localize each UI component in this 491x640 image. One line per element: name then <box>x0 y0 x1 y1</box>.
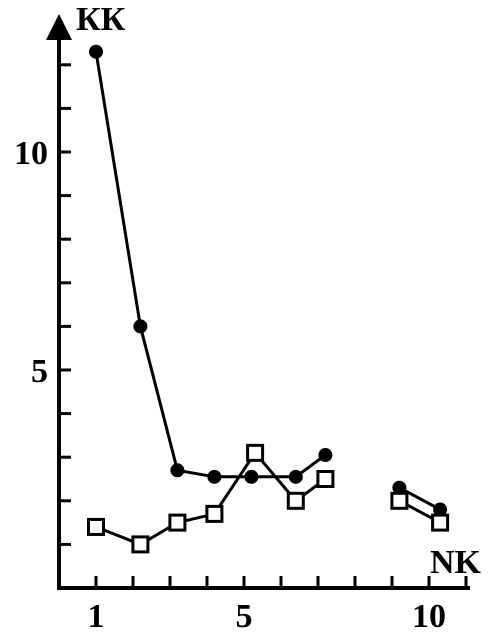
data-point <box>288 469 303 484</box>
data-point <box>89 44 103 59</box>
series-1-line <box>398 486 441 511</box>
x-tick-label: 1 <box>88 598 105 635</box>
y-axis-arrow <box>46 14 72 40</box>
data-point <box>168 513 187 532</box>
data-point <box>131 535 150 554</box>
data-point <box>246 443 265 462</box>
data-point <box>431 513 450 532</box>
x-axis-label: NK <box>430 544 482 581</box>
data-point <box>318 448 333 463</box>
data-point <box>133 319 148 334</box>
series-1 <box>89 44 448 517</box>
series-1-line <box>94 51 327 479</box>
data-point <box>244 469 259 484</box>
data-point <box>170 463 185 478</box>
x-tick-label: 5 <box>236 598 253 635</box>
data-point <box>207 469 222 484</box>
series-2 <box>87 443 450 554</box>
data-point <box>316 470 335 488</box>
axes <box>46 14 470 590</box>
data-point <box>286 491 305 510</box>
data-point <box>87 517 105 536</box>
x-tick-label: 10 <box>412 598 446 635</box>
y-tick-label: 5 <box>31 353 48 390</box>
series-layer <box>87 44 450 554</box>
data-point <box>205 504 224 523</box>
y-tick-label: 10 <box>14 135 48 172</box>
y-axis-label: КК <box>76 1 126 38</box>
data-point <box>390 491 409 510</box>
